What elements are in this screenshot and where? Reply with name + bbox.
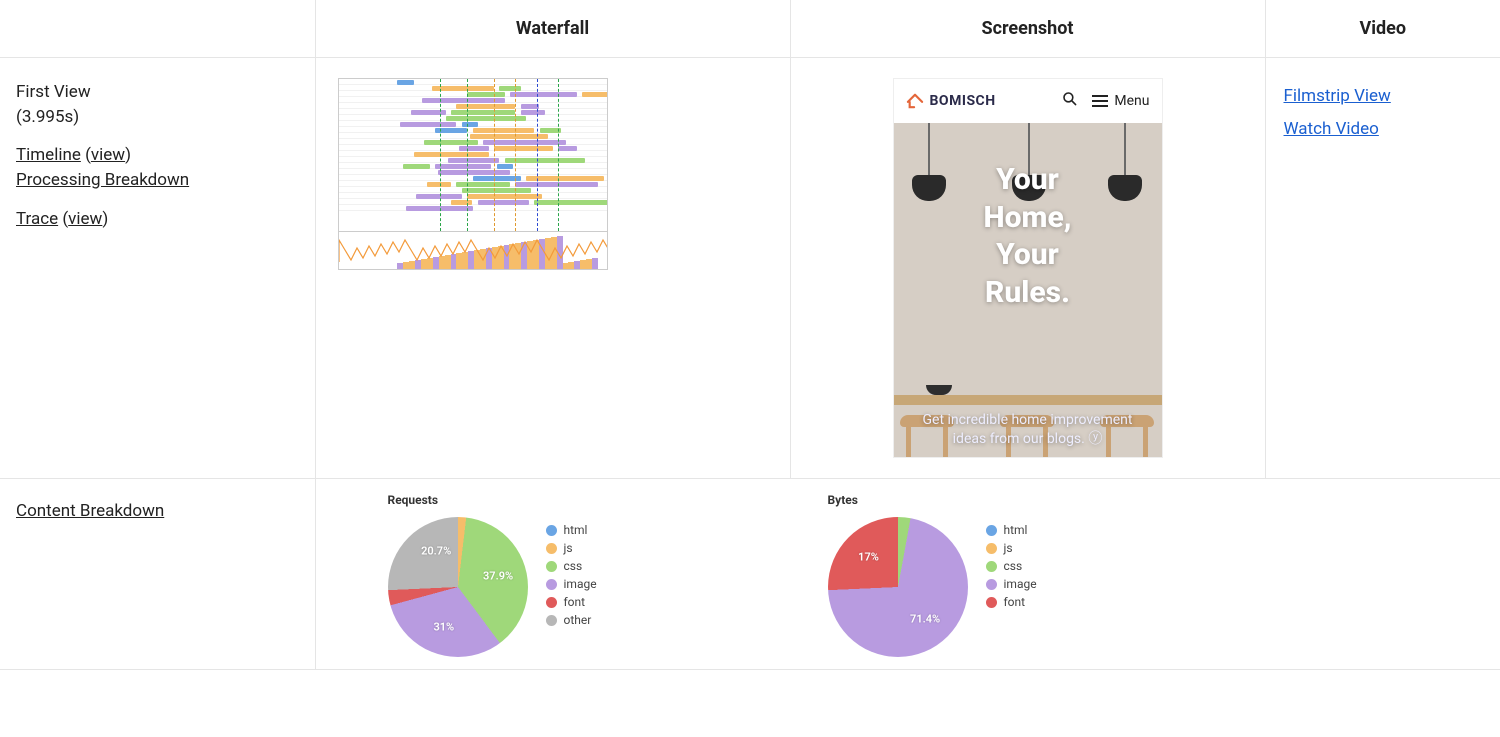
legend-item: other — [546, 613, 597, 627]
waterfall-cell — [315, 58, 790, 479]
legend-swatch — [986, 525, 997, 536]
legend-swatch — [546, 579, 557, 590]
legend-label: other — [564, 613, 592, 627]
header-blank — [0, 0, 315, 58]
requests-chart-block: Requests 20.7% 37.9% 31% html js css image fon… — [316, 489, 716, 669]
requests-title: Requests — [316, 489, 716, 509]
screenshot-hero: Your Home, Your Rules. Get incredible ho… — [894, 123, 1162, 457]
legend-swatch — [546, 597, 557, 608]
timeline-link[interactable]: Timeline — [16, 145, 81, 165]
legend-swatch — [546, 543, 557, 554]
brand-name: BOMISCH — [930, 93, 996, 109]
legend-item: js — [986, 541, 1037, 555]
bowl-icon — [926, 385, 952, 395]
legend-label: font — [1004, 595, 1026, 609]
content-breakdown-row: Content Breakdown Requests 20.7% 37.9% 31%… — [0, 479, 1500, 670]
trace-link[interactable]: Trace — [16, 209, 58, 229]
legend-swatch — [986, 579, 997, 590]
screenshot-cell: BOMISCH Menu — [790, 58, 1265, 479]
legend-item: css — [986, 559, 1037, 573]
requests-legend: html js css image font other — [546, 517, 597, 627]
legend-label: html — [564, 523, 588, 537]
hero-line: Rules. — [900, 274, 1156, 312]
hero-headline: Your Home, Your Rules. — [894, 161, 1162, 311]
trace-links: Trace (view) — [16, 207, 315, 232]
results-grid: Waterfall Screenshot Video First View (3… — [0, 0, 1500, 670]
legend-label: css — [564, 559, 583, 573]
screenshot-header-right: Menu — [1062, 91, 1149, 111]
legend-swatch — [986, 561, 997, 572]
header-waterfall: Waterfall — [315, 0, 790, 58]
bytes-pie-chart[interactable]: 17% 71.4% — [828, 517, 968, 657]
hero-line: Home, — [900, 199, 1156, 237]
trace-view-link[interactable]: view — [68, 209, 102, 229]
legend-label: css — [1004, 559, 1023, 573]
header-row: Waterfall Screenshot Video — [0, 0, 1500, 58]
legend-item: js — [546, 541, 597, 555]
legend-label: image — [564, 577, 597, 591]
content-breakdown-left: Content Breakdown — [0, 479, 315, 670]
legend-label: js — [1004, 541, 1013, 555]
pie-slice-label: 37.9% — [483, 570, 513, 583]
legend-label: font — [564, 595, 586, 609]
requests-pie-chart[interactable]: 20.7% 37.9% 31% — [388, 517, 528, 657]
content-breakdown-charts: Requests 20.7% 37.9% 31% html js css image fon… — [315, 479, 1500, 670]
screenshot-header: BOMISCH Menu — [894, 79, 1162, 123]
first-view-label: First View — [16, 80, 315, 105]
hero-line: Your — [900, 236, 1156, 274]
legend-swatch — [546, 561, 557, 572]
pie-slice-label: 31% — [433, 620, 454, 633]
legend-label: image — [1004, 577, 1037, 591]
menu-label: Menu — [1114, 93, 1149, 109]
filmstrip-view-link[interactable]: Filmstrip View — [1284, 86, 1391, 106]
timeline-view-link[interactable]: view — [91, 145, 125, 165]
legend-swatch — [986, 597, 997, 608]
legend-item: image — [546, 577, 597, 591]
legend-swatch — [546, 525, 557, 536]
paren-close: ) — [125, 145, 131, 165]
header-screenshot: Screenshot — [790, 0, 1265, 58]
content-breakdown-link[interactable]: Content Breakdown — [16, 501, 164, 521]
menu-button: Menu — [1092, 93, 1149, 109]
first-view-left: First View (3.995s) Timeline (view) Proc… — [0, 58, 315, 479]
first-view-time: (3.995s) — [16, 105, 315, 130]
video-cell: Filmstrip View Watch Video — [1265, 58, 1500, 479]
search-icon — [1062, 91, 1078, 111]
pie-slice-label: 20.7% — [421, 544, 451, 557]
bytes-title: Bytes — [756, 489, 1156, 509]
pie-slice-label: 17% — [858, 550, 879, 563]
hero-subtext: Get incredible home improvement ideas fr… — [894, 411, 1162, 449]
header-video: Video — [1265, 0, 1500, 58]
brand-logo: BOMISCH — [906, 93, 996, 109]
hamburger-icon — [1092, 95, 1108, 107]
timeline-links: Timeline (view) Processing Breakdown — [16, 143, 315, 192]
legend-item: font — [986, 595, 1037, 609]
first-view-row: First View (3.995s) Timeline (view) Proc… — [0, 58, 1500, 479]
legend-item: image — [986, 577, 1037, 591]
bytes-chart-block: Bytes 17% 71.4% html js css image font — [756, 489, 1156, 669]
legend-swatch — [986, 543, 997, 554]
legend-label: html — [1004, 523, 1028, 537]
legend-swatch — [546, 615, 557, 626]
legend-label: js — [564, 541, 573, 555]
legend-item: font — [546, 595, 597, 609]
screenshot-thumbnail[interactable]: BOMISCH Menu — [893, 78, 1163, 458]
hero-line: Your — [900, 161, 1156, 199]
watch-video-link[interactable]: Watch Video — [1284, 119, 1379, 139]
waterfall-thumbnail[interactable] — [338, 78, 608, 270]
house-icon — [906, 93, 924, 109]
paren-close-2: ) — [102, 209, 108, 229]
processing-breakdown-link[interactable]: Processing Breakdown — [16, 170, 189, 190]
legend-item: css — [546, 559, 597, 573]
legend-item: html — [986, 523, 1037, 537]
first-view-heading: First View (3.995s) — [16, 80, 315, 129]
bytes-legend: html js css image font — [986, 517, 1037, 609]
pie-slice-label: 71.4% — [910, 612, 940, 625]
legend-item: html — [546, 523, 597, 537]
counter-shape — [894, 395, 1162, 405]
